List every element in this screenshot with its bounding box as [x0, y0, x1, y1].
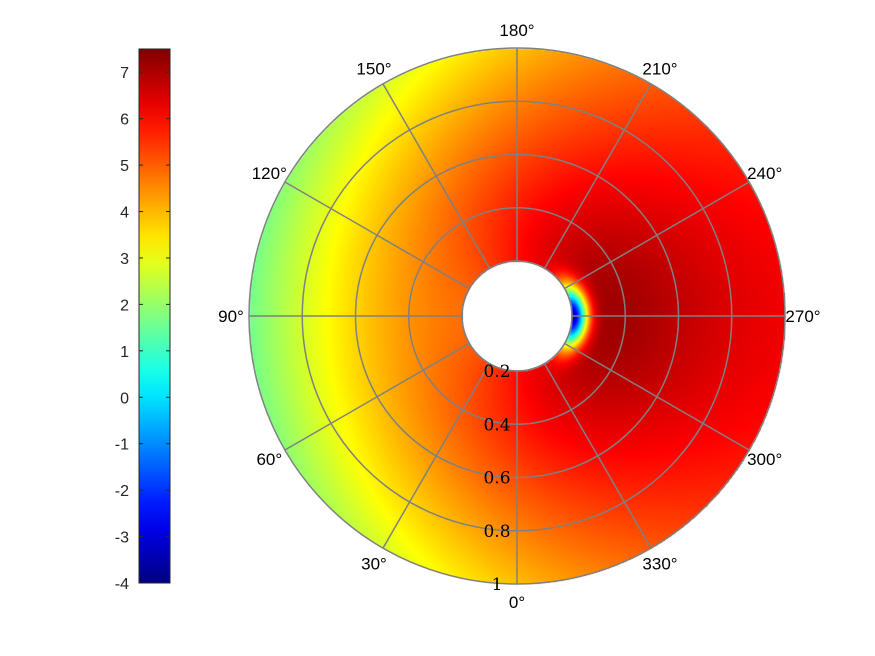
angle-tick-label: 60°: [256, 450, 282, 469]
colorbar-tick-label: 1: [120, 344, 129, 361]
angle-tick-label: 270°: [785, 307, 820, 326]
radius-tick-label: 0.4: [483, 415, 510, 435]
angle-tick-label: 120°: [252, 164, 287, 183]
colorbar-tick-label: -2: [115, 483, 129, 500]
angle-grid-spoke: [543, 83, 652, 269]
colorbar-tick-label: 4: [120, 205, 129, 222]
angle-grid-spoke: [284, 181, 470, 290]
radius-grid-circle: [461, 260, 573, 372]
angle-tick-label: 300°: [747, 450, 782, 469]
angle-tick-label: 0°: [509, 593, 525, 612]
colorbar-tick-label: 6: [120, 112, 129, 129]
angle-grid-spoke: [382, 83, 491, 269]
radius-tick-label: 1: [492, 575, 503, 595]
angle-grid-spoke: [564, 342, 750, 451]
angle-tick-label: 150°: [356, 59, 391, 78]
colorbar-gradient: [138, 48, 171, 584]
angle-grid-spoke: [284, 342, 470, 451]
colorbar-tick-label: 0: [120, 390, 129, 407]
angle-grid-spoke: [564, 181, 750, 290]
radius-tick-label: 0.2: [483, 362, 510, 382]
radius-tick-label: 0.8: [483, 522, 510, 542]
colorbar-tick-label: 7: [120, 65, 129, 82]
colorbar-tick-label: -1: [115, 437, 129, 454]
colorbar-tick-label: 3: [120, 251, 129, 268]
angle-grid-spoke: [382, 363, 491, 549]
angle-tick-label: 30°: [361, 555, 387, 574]
angle-tick-label: 240°: [747, 164, 782, 183]
radius-tick-label: 0.6: [483, 469, 510, 489]
angle-grid-spoke: [543, 363, 652, 549]
angle-tick-label: 180°: [499, 21, 534, 40]
angle-tick-label: 330°: [642, 555, 677, 574]
angle-tick-label: 90°: [218, 307, 244, 326]
colorbar-tick-label: 5: [120, 158, 129, 175]
angle-tick-label: 210°: [642, 59, 677, 78]
colorbar-tick-label: -4: [115, 576, 129, 593]
colorbar-tick-label: -3: [115, 530, 129, 547]
colorbar-tick-label: 2: [120, 297, 129, 314]
